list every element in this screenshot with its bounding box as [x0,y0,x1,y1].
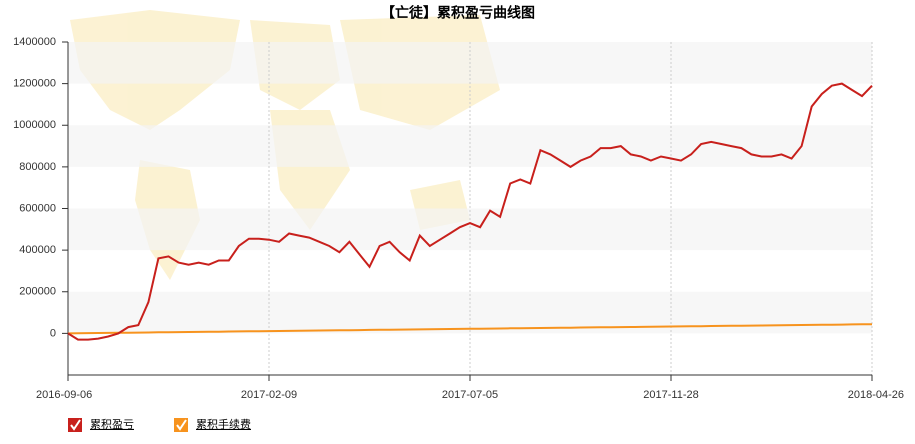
legend-item[interactable]: 累积盈亏 [68,418,134,432]
x-tick-label: 2017-11-28 [643,389,698,401]
y-tick-label: 800000 [19,161,56,173]
y-tick-label: 200000 [19,286,56,298]
x-tick-label: 2017-02-09 [241,389,297,401]
x-tick-label: 2017-07-05 [442,389,498,401]
y-tick-label: 1200000 [13,78,56,90]
series-line [67,82,873,341]
y-tick-label: 400000 [19,244,56,256]
legend-label[interactable]: 累积盈亏 [90,418,134,431]
chart-title: 【亡徒】累积盈亏曲线图 [381,5,535,21]
y-tick-label: 600000 [19,202,56,214]
x-tick-label: 2016-09-06 [36,389,92,401]
legend-check[interactable] [176,419,187,431]
legend-item[interactable]: 累积手续费 [174,417,251,432]
y-tick-label: 1400000 [13,36,56,48]
y-tick-label: 0 [50,327,56,339]
x-tick-label: 2018-04-26 [848,389,904,401]
legend-check[interactable] [70,419,81,431]
series-line [67,323,873,335]
legend-label[interactable]: 累积手续费 [196,417,251,431]
y-tick-label: 1000000 [13,119,56,131]
